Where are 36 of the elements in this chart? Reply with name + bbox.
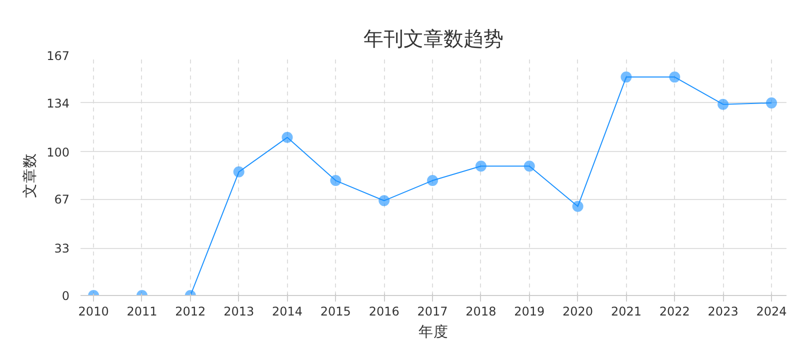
point [620, 72, 632, 83]
x-tick-label: 2010 [78, 304, 109, 318]
x-tick-label: 2011 [126, 304, 158, 318]
y-tick-label: 67 [54, 192, 70, 207]
point [330, 175, 342, 186]
y-tick-label: 134 [46, 96, 70, 110]
point [572, 200, 584, 212]
point [524, 160, 535, 172]
x-tick-label: 2021 [610, 304, 642, 318]
y-tick-label: 167 [46, 49, 70, 63]
y-tick-label: 0 [62, 289, 70, 303]
x-tick-label: 2022 [659, 304, 690, 318]
x-tick-label: 2014 [272, 304, 303, 318]
x-tick-label: 2016 [368, 304, 400, 318]
y-tick-label: 33 [54, 242, 70, 256]
point [718, 98, 729, 110]
y-axis-title: 文章数 [22, 153, 39, 198]
x-tick-label: 2015 [320, 304, 351, 318]
point [475, 160, 486, 172]
point [669, 72, 680, 83]
point [766, 97, 777, 108]
x-tick-label: 2018 [466, 304, 496, 318]
x-tick-label: 2019 [514, 304, 545, 318]
point [233, 166, 244, 178]
x-tick-label: 2012 [175, 304, 206, 318]
x-tick-label: 2017 [417, 304, 448, 318]
y-tick-label: 100 [46, 145, 70, 160]
chart-title: 年刊文章数趋势 [364, 26, 504, 50]
x-tick-label: 2020 [562, 304, 594, 318]
point [427, 175, 438, 186]
x-axis-title: 年度 [418, 324, 448, 340]
point [378, 195, 390, 206]
x-tick-label: 2024 [756, 304, 787, 318]
x-tick-label: 2023 [708, 304, 738, 318]
point [282, 132, 293, 143]
x-tick-label: 2013 [224, 304, 254, 318]
